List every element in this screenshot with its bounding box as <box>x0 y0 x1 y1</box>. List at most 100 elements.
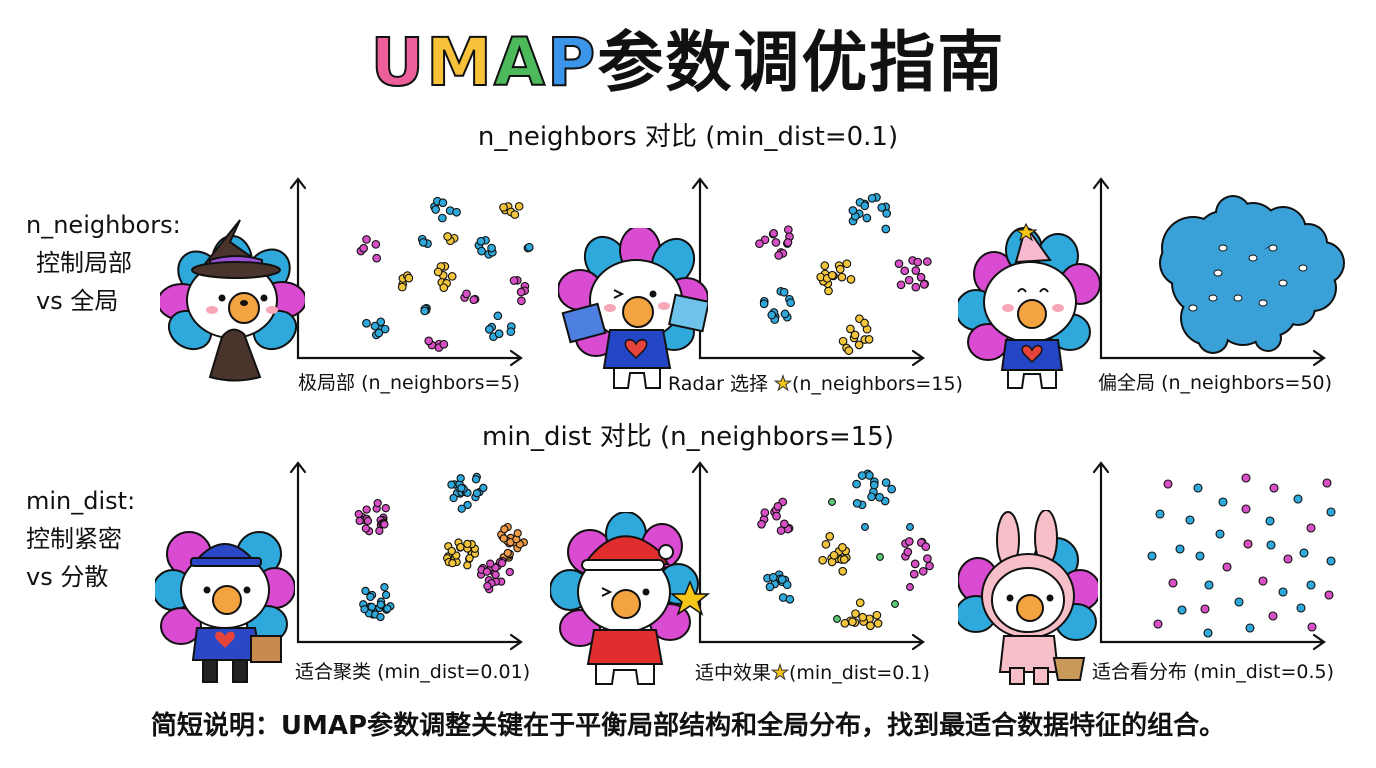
title-letter-p: P <box>546 23 598 102</box>
data-point <box>513 529 522 538</box>
data-point <box>1326 507 1336 517</box>
data-point <box>921 542 931 552</box>
data-point <box>910 559 920 569</box>
axes <box>289 461 523 651</box>
data-point <box>848 617 857 627</box>
data-point <box>482 567 492 576</box>
data-point <box>1324 590 1334 600</box>
data-point <box>420 306 429 316</box>
star-icon: ★ <box>774 371 793 396</box>
data-point <box>476 236 486 246</box>
data-point <box>1307 622 1317 632</box>
data-point <box>376 317 386 327</box>
data-point <box>524 242 534 252</box>
side-label-line: min_dist: <box>26 487 136 515</box>
data-point <box>821 540 831 549</box>
data-point <box>438 198 448 208</box>
data-point <box>877 203 887 212</box>
data-point <box>509 276 519 285</box>
data-point <box>359 243 368 253</box>
data-point <box>903 547 913 557</box>
data-point <box>846 324 855 334</box>
data-point <box>360 605 369 614</box>
data-point <box>829 550 839 560</box>
data-point <box>447 546 456 556</box>
title-letter-m: M <box>425 23 494 102</box>
data-point <box>896 280 906 290</box>
data-point <box>894 259 904 269</box>
side-label-line: n_neighbors: <box>26 211 181 239</box>
data-point <box>448 559 457 568</box>
data-point <box>433 267 443 277</box>
data-point <box>755 239 764 249</box>
data-point <box>437 213 447 223</box>
data-point <box>860 201 870 211</box>
axes <box>691 461 925 651</box>
data-point <box>866 621 875 631</box>
data-point <box>362 235 371 244</box>
caption-n-neighbors-50: 偏全局 (n_neighbors=50) <box>1098 372 1333 394</box>
data-point <box>1168 578 1178 588</box>
data-point <box>824 286 833 296</box>
data-point <box>833 615 841 623</box>
data-point <box>510 210 520 219</box>
section-heading-n-neighbors: n_neighbors 对比 (min_dist=0.1) <box>477 122 899 152</box>
data-point <box>499 534 508 543</box>
data-point <box>840 618 850 628</box>
data-point <box>919 280 929 289</box>
data-point <box>380 324 390 334</box>
data-point <box>361 586 370 596</box>
data-point <box>767 310 777 320</box>
data-point <box>780 309 790 319</box>
data-point <box>381 504 390 513</box>
data-point <box>1283 554 1293 564</box>
data-point <box>1296 603 1306 613</box>
side-label-min-dist: min_dist: 控制紧密 vs 分散 <box>26 482 135 596</box>
data-point <box>922 257 932 266</box>
data-point <box>842 259 852 269</box>
data-point <box>852 479 861 489</box>
data-point <box>786 298 795 307</box>
data-point <box>911 282 921 292</box>
data-point <box>371 239 381 249</box>
data-point <box>456 542 465 552</box>
bunny-mascot-illustration <box>958 510 1098 685</box>
data-point <box>844 346 854 355</box>
data-point <box>424 336 434 346</box>
data-point <box>376 612 385 622</box>
data-point <box>380 520 389 529</box>
data-point <box>457 483 466 493</box>
data-point <box>1306 523 1316 533</box>
data-point <box>862 213 872 223</box>
data-point <box>449 493 458 503</box>
data-point <box>768 573 778 582</box>
data-point <box>1177 605 1187 615</box>
data-point <box>875 492 884 502</box>
data-point <box>925 561 934 571</box>
data-point <box>760 508 770 518</box>
scatter-plot <box>289 461 528 651</box>
data-point <box>514 201 524 211</box>
data-point <box>443 232 452 241</box>
caption-min-dist-0-01: 适合聚类 (min_dist=0.01) <box>295 661 531 683</box>
data-point <box>1203 628 1213 638</box>
side-label-n-neighbors: n_neighbors: 控制局部 vs 全局 <box>26 206 181 320</box>
data-point <box>887 484 896 494</box>
data-point <box>506 327 516 337</box>
data-point <box>1258 576 1268 586</box>
santa-mascot-illustration <box>550 512 710 685</box>
data-point <box>383 604 392 613</box>
section-heading-min-dist: min_dist 对比 (n_neighbors=15) <box>482 422 894 452</box>
data-point <box>375 526 384 535</box>
data-point <box>906 583 914 591</box>
data-point <box>891 600 899 608</box>
party-hat-mascot-illustration <box>958 222 1101 389</box>
data-point <box>911 266 921 275</box>
data-point <box>774 251 784 260</box>
data-point <box>900 266 910 276</box>
gift-mascot-illustration <box>558 228 708 389</box>
data-point <box>771 238 781 247</box>
data-point <box>1155 509 1165 519</box>
data-point <box>452 207 461 217</box>
data-point <box>362 318 371 328</box>
